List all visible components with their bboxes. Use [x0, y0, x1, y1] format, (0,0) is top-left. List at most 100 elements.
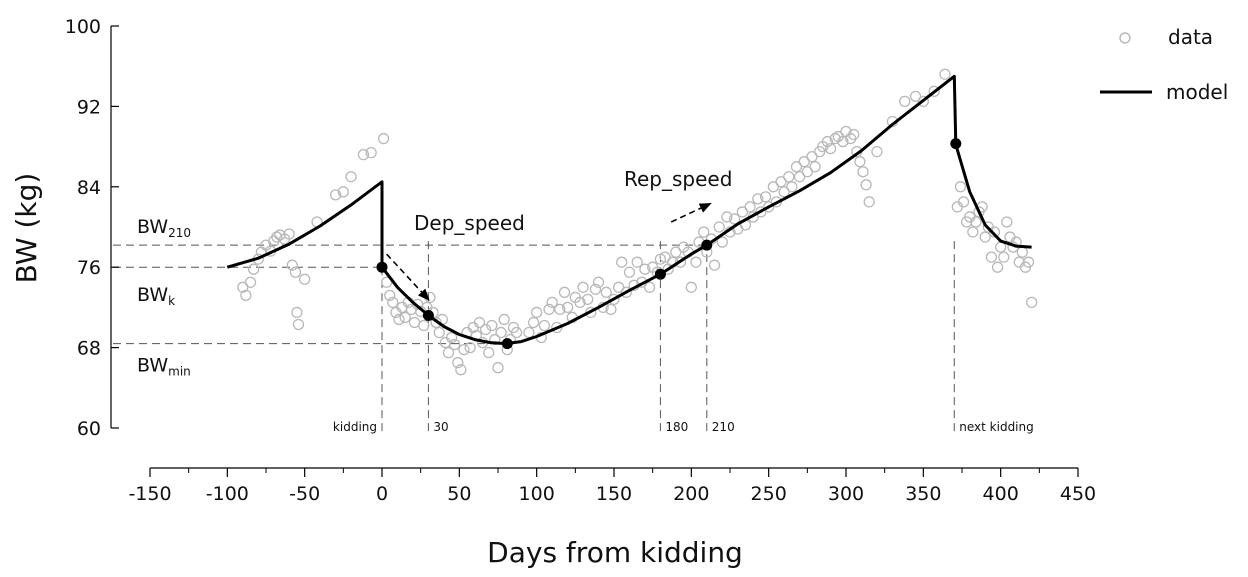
data-point [783, 171, 795, 183]
speed-label: Rep_speed [624, 167, 732, 191]
data-point [1022, 256, 1035, 268]
data-point [755, 206, 767, 218]
data-point [286, 259, 298, 271]
data-point [612, 281, 625, 293]
data-point [577, 281, 589, 293]
data-point [623, 266, 636, 278]
data-point [917, 95, 929, 108]
data-point [824, 142, 837, 155]
data-point [291, 306, 303, 319]
x-axis-title: Days from kidding [487, 536, 743, 569]
data-point [271, 231, 283, 243]
data-point [985, 251, 998, 263]
data-point [979, 231, 991, 243]
data-point [449, 338, 461, 351]
annotations: Dep_speed Rep_speed [386, 167, 732, 301]
data-point [442, 346, 455, 359]
y-axis: 60 68 76 84 92 100 [65, 16, 119, 440]
data-point [863, 196, 875, 208]
data-point [716, 236, 728, 248]
data-point [967, 226, 979, 238]
x-tick-label: 200 [673, 483, 709, 505]
x-tick-label: 0 [376, 483, 388, 505]
data-point [957, 196, 970, 208]
data-point [728, 213, 741, 225]
legend-data-label: data [1168, 25, 1213, 49]
key-point [422, 309, 434, 321]
key-point [501, 338, 513, 350]
x-tick-label: 250 [751, 483, 787, 505]
v-ref-label: 180 [665, 420, 688, 434]
data-point [829, 132, 841, 145]
data-point [1025, 296, 1038, 309]
data-point [837, 135, 849, 148]
data-point [909, 90, 922, 102]
data-point [561, 301, 574, 314]
data-point [531, 306, 543, 319]
data-point [988, 226, 1001, 238]
data-point [608, 293, 620, 306]
data-point [433, 326, 445, 339]
data-point [1016, 246, 1028, 258]
data-point [670, 246, 682, 258]
speed-arrow [670, 203, 712, 223]
data-point [523, 326, 535, 339]
data-point [486, 319, 498, 332]
data-point [399, 311, 411, 324]
x-tick-label: 100 [519, 483, 555, 505]
data-point [592, 276, 605, 288]
y-axis-title: BW (kg) [10, 173, 43, 284]
data-point [418, 319, 430, 332]
data-point [998, 251, 1010, 263]
reference-lines: kidding 30 180 210 next kidding BW210 BWk BWmin [113, 216, 1034, 434]
y-tick-label: 68 [77, 338, 101, 360]
x-tick-label: -150 [128, 483, 171, 505]
legend: data model [1100, 25, 1228, 104]
data-point [643, 281, 656, 293]
data-point [790, 161, 803, 173]
data-point [473, 316, 486, 329]
data-point [970, 216, 982, 228]
data-point [489, 333, 501, 346]
data-point [365, 146, 377, 159]
data-point [639, 263, 651, 275]
data-point [408, 316, 421, 329]
key-points [376, 138, 962, 350]
data-point [393, 313, 405, 326]
data-point [809, 161, 821, 173]
data-point [574, 296, 586, 309]
data-point [721, 211, 733, 223]
data-point [801, 166, 813, 178]
data-point [289, 266, 302, 278]
model-line-group [226, 74, 1032, 346]
data-point [951, 201, 964, 213]
legend-data-marker [1119, 32, 1131, 44]
bw-label-subscript: min [168, 365, 191, 379]
data-point [458, 343, 470, 356]
data-point [387, 296, 399, 309]
data-point [616, 256, 628, 268]
data-point [778, 186, 790, 198]
data-point [786, 181, 798, 193]
data-point [605, 303, 617, 316]
data-point [708, 259, 721, 271]
data-point [498, 313, 510, 326]
data-point [928, 85, 940, 97]
data-point [991, 261, 1004, 273]
y-tick-label: 76 [77, 257, 101, 279]
data-point [538, 319, 551, 332]
data-point [554, 303, 566, 316]
data-point [806, 150, 818, 163]
bw-label: BWk [137, 284, 175, 308]
data-point [283, 228, 295, 240]
data-point [589, 283, 602, 295]
data-point [337, 186, 349, 198]
data-point [510, 326, 523, 339]
bw-label-subscript: 210 [168, 226, 191, 240]
data-point [767, 181, 779, 193]
data-point [690, 256, 702, 268]
data-point [240, 289, 252, 301]
data-point [659, 251, 671, 263]
data-point [871, 145, 883, 158]
